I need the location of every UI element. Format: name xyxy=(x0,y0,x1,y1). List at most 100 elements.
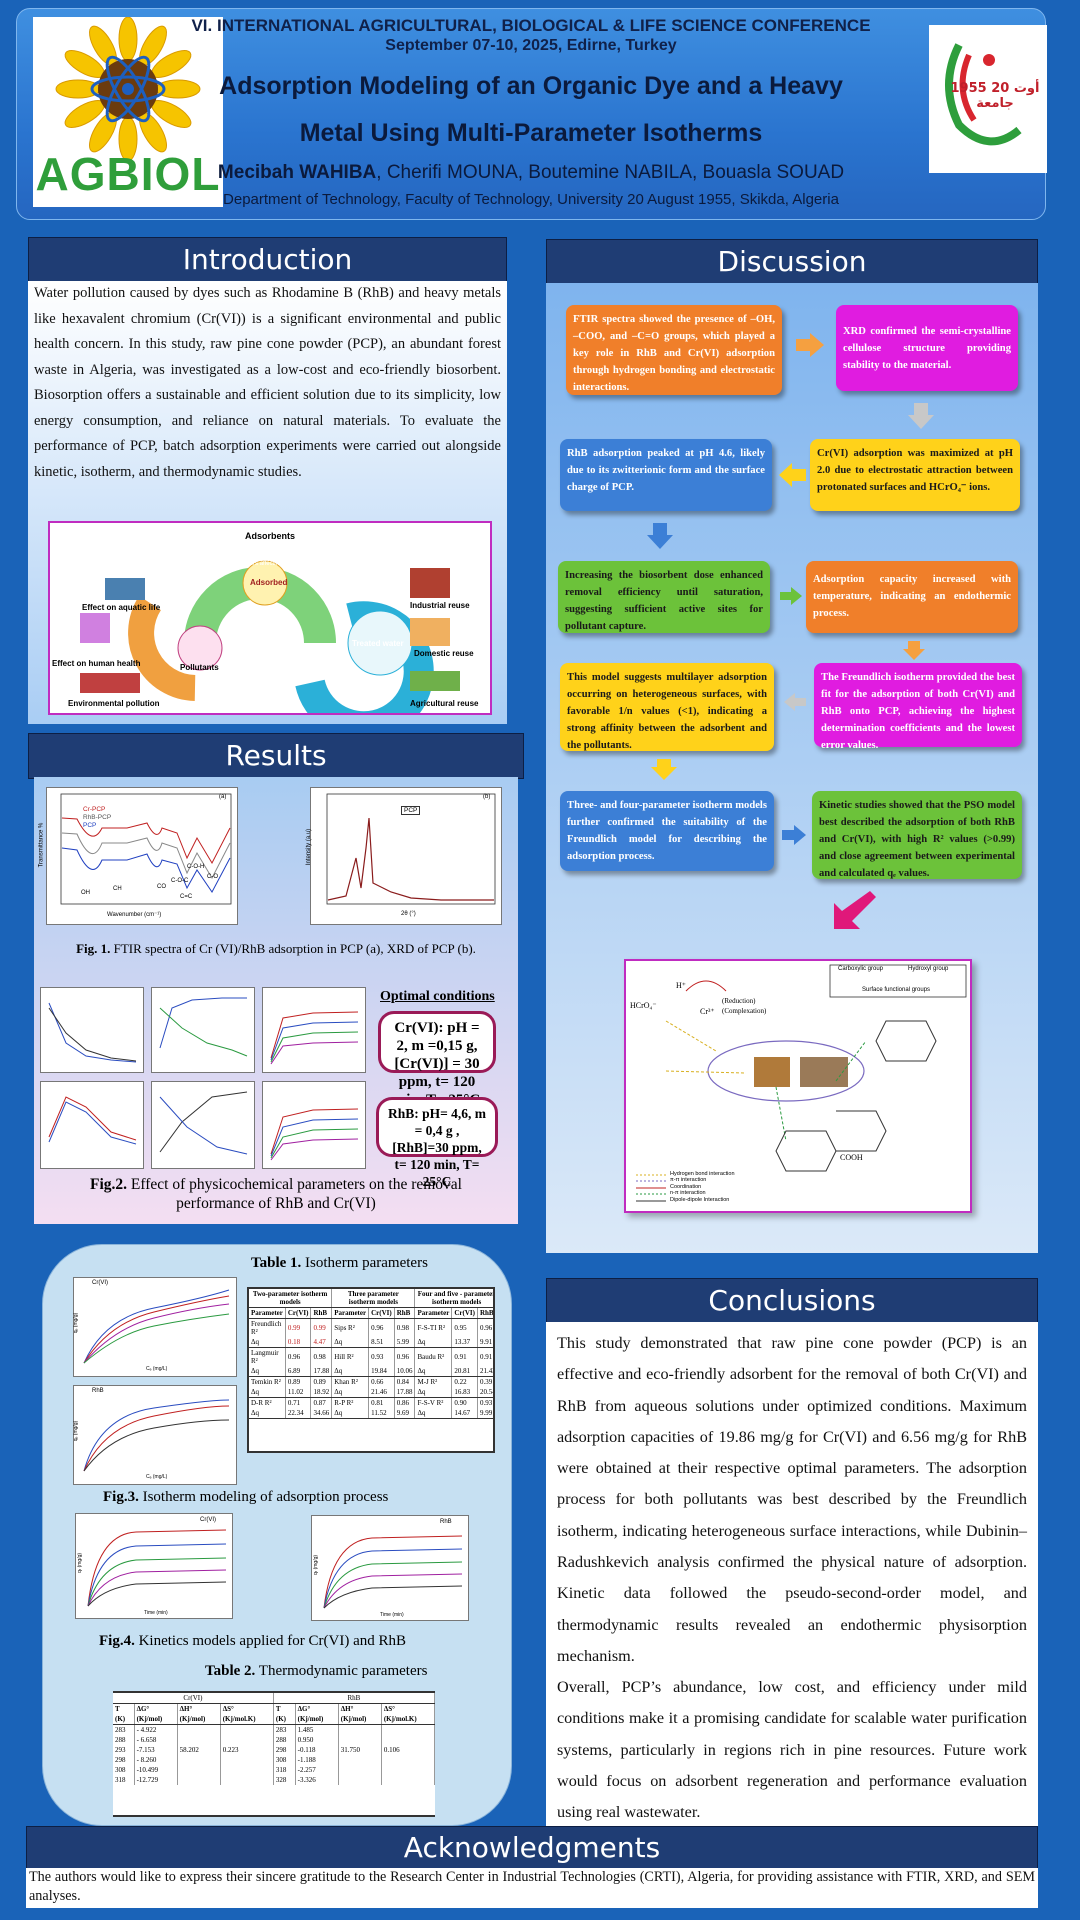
table2-cell: 318 xyxy=(273,1765,296,1775)
table2-header: ΔS° xyxy=(381,1703,435,1714)
table2-cell: 293 xyxy=(113,1745,135,1755)
table1-subheader: Cr(VI) xyxy=(285,1307,312,1319)
mech-legend-4: n-π interaction xyxy=(670,1190,706,1196)
table2-cell: 0.223 xyxy=(220,1745,274,1755)
table1-cell: 20.54 xyxy=(477,1387,493,1398)
mech-legend-1: Hydrogen bond interaction xyxy=(670,1171,735,1177)
table2-cell xyxy=(381,1735,435,1745)
table1-cell: 10.06 xyxy=(394,1366,416,1377)
table1-cell: Δq xyxy=(414,1337,453,1348)
table2-cell: 58.202 xyxy=(177,1745,221,1755)
table1-cell: 13.37 xyxy=(451,1337,478,1348)
table2-cell: -2.257 xyxy=(295,1765,339,1775)
table1-cell: 19.84 xyxy=(368,1366,395,1377)
table1-cell: 0.95 xyxy=(451,1318,478,1337)
arrow-left-icon-2 xyxy=(784,693,806,711)
table-row: Langmuir R² 0.96 0.98 Hill R² 0.93 0.96 Baudu … xyxy=(249,1347,493,1366)
fig4-caption: Fig.4. Kinetics models applied for Cr(VI… xyxy=(99,1633,406,1650)
table1-title-text: Isotherm parameters xyxy=(301,1255,428,1271)
mech-hydroxyl-label: Hydroxyl group xyxy=(908,966,949,972)
table2-cell: 283 xyxy=(113,1724,135,1735)
label-domestic-reuse: Domestic reuse xyxy=(414,649,474,658)
ftir-peak-ch: CH xyxy=(113,886,122,892)
table-row: Δq 11.02 18.92 Δq 21.46 17.88 Δq 16.83 20.54 xyxy=(249,1387,493,1398)
table-row: Temkin R² 0.89 0.89 Khan R² 0.66 0.84 M-J R² 0.… xyxy=(249,1376,493,1387)
arrow-right-icon-2 xyxy=(780,587,802,605)
table2-header: ΔH° xyxy=(177,1703,221,1714)
table1-cell: Δq xyxy=(331,1408,370,1419)
table1-cell: F-S-TI R² xyxy=(414,1318,453,1337)
conclusions-text-2: Overall, PCP’s abundance, low cost, and … xyxy=(557,1678,1027,1822)
table-row: 288- 6.658 288 0.950 xyxy=(113,1735,435,1745)
xrd-panel-label: (b) xyxy=(483,794,491,800)
isotherm-parameters-table: Two-parameter isotherm models Three param… xyxy=(249,1289,493,1419)
arrow-right-icon-3 xyxy=(782,825,806,845)
table-row: Δq 22.34 34.66 Δq 11.52 9.69 Δq 14.67 9.99 xyxy=(249,1408,493,1419)
table2-cell: 0.106 xyxy=(381,1745,435,1755)
mech-cr3-label: Cr³⁺ xyxy=(700,1007,715,1016)
conference-name: VI. INTERNATIONAL AGRICULTURAL, BIOLOGIC… xyxy=(191,16,871,35)
table2-unit: (Kj/mol) xyxy=(134,1714,178,1725)
param-plot-5 xyxy=(151,1081,255,1169)
table-row: Δq 6.89 17.88 Δq 19.84 10.06 Δq 20.81 21.43 xyxy=(249,1366,493,1377)
table2-cell: 298 xyxy=(113,1755,135,1765)
ftir-peak-co: C-O xyxy=(207,874,218,880)
ftir-chart: (a) Cr-PCP RhB-PCP PCP OH CH C-O-H C-O C… xyxy=(38,787,238,925)
results-heading: Results xyxy=(28,733,524,779)
table1-cell: 16.83 xyxy=(451,1387,478,1398)
label-industrial-reuse: Industrial reuse xyxy=(410,601,470,610)
kinetics-rhb-plot: RhB Time (min) qₜ (mg/g) xyxy=(311,1515,469,1621)
mech-surface-label: Surface functional groups xyxy=(862,987,931,993)
table1-cell: 11.52 xyxy=(368,1408,395,1419)
table1-cell: 21.46 xyxy=(368,1387,395,1398)
discussion-box-dose: Increasing the biosorbent dose enhanced … xyxy=(558,561,770,633)
table1-cell: Δq xyxy=(249,1387,286,1398)
arrow-right-icon xyxy=(796,333,824,357)
table1-cell: 9.69 xyxy=(394,1408,416,1419)
table2-cell: 31.750 xyxy=(338,1745,382,1755)
ftir-spectra-plot xyxy=(60,793,232,905)
discussion-box-ftir: FTIR spectra showed the presence of –OH,… xyxy=(566,305,782,395)
kinetics-cr-ylabel: qₜ (mg/g) xyxy=(77,1552,84,1574)
table2-title-label: Table 2. xyxy=(205,1663,256,1679)
fig3-caption-label: Fig.3. xyxy=(103,1489,139,1505)
university-logo-text: 1955 أوت 20 جامعة xyxy=(950,81,1040,111)
discussion-box-temperature: Adsorption capacity increased with tempe… xyxy=(806,561,1018,633)
table2-header: ΔH° xyxy=(338,1703,382,1714)
kinetics-rhb-xlabel: Time (min) xyxy=(380,1612,404,1618)
ftir-panel-label: (a) xyxy=(219,794,227,800)
results-panel: Results (a) Cr-PCP RhB-PCP PCP OH CH C-O… xyxy=(28,733,524,1231)
xrd-ylabel: Intensity (a.u) xyxy=(306,828,313,866)
table1-cell: 20.81 xyxy=(451,1366,478,1377)
fig3-caption: Fig.3. Isotherm modeling of adsorption p… xyxy=(103,1489,388,1506)
kinetics-rhb-curves xyxy=(323,1535,463,1609)
isotherm-rhb-ylabel: qₑ (mg/g) xyxy=(73,1420,80,1442)
table2-cell: 308 xyxy=(113,1765,135,1775)
mech-carboxylic-label: Carboxylic group xyxy=(838,966,884,972)
table1-cell: Δq xyxy=(249,1408,286,1419)
agbiol-logo-text: AGBIOL xyxy=(35,148,221,200)
table1-cell: 8.51 xyxy=(368,1337,395,1348)
poster-title-line2: Metal Using Multi-Parameter Isotherms xyxy=(299,119,763,147)
table2-cell xyxy=(177,1775,221,1785)
table1-cell: 0.99 xyxy=(310,1318,333,1337)
table2-header: T xyxy=(113,1703,135,1714)
table1-cell: 0.89 xyxy=(310,1376,333,1387)
acknowledgments-heading: Acknowledgments xyxy=(26,1826,1038,1870)
kinetics-cr-label: Cr(VI) xyxy=(200,1517,216,1523)
table1-cell: 0.98 xyxy=(394,1318,416,1337)
table1-cell: 6.89 xyxy=(285,1366,312,1377)
table2-title: Table 2. Thermodynamic parameters xyxy=(205,1663,427,1680)
ftir-peak-cc: C=C xyxy=(180,894,193,900)
label-human-health: Effect on human health xyxy=(52,659,141,668)
arrow-left-icon xyxy=(779,463,806,487)
ph-effect-plot xyxy=(48,1002,137,1063)
table2-unit: (K) xyxy=(273,1714,296,1725)
table1-cell: 0.89 xyxy=(285,1376,312,1387)
table1-cell: 34.66 xyxy=(310,1408,333,1419)
conclusions-heading: Conclusions xyxy=(546,1278,1038,1324)
university-logo: 1955 أوت 20 جامعة xyxy=(929,25,1047,173)
param-plot-6 xyxy=(262,1081,366,1169)
mech-hplus-label: H⁺ xyxy=(676,981,686,990)
table2-cell: -0.118 xyxy=(295,1745,339,1755)
